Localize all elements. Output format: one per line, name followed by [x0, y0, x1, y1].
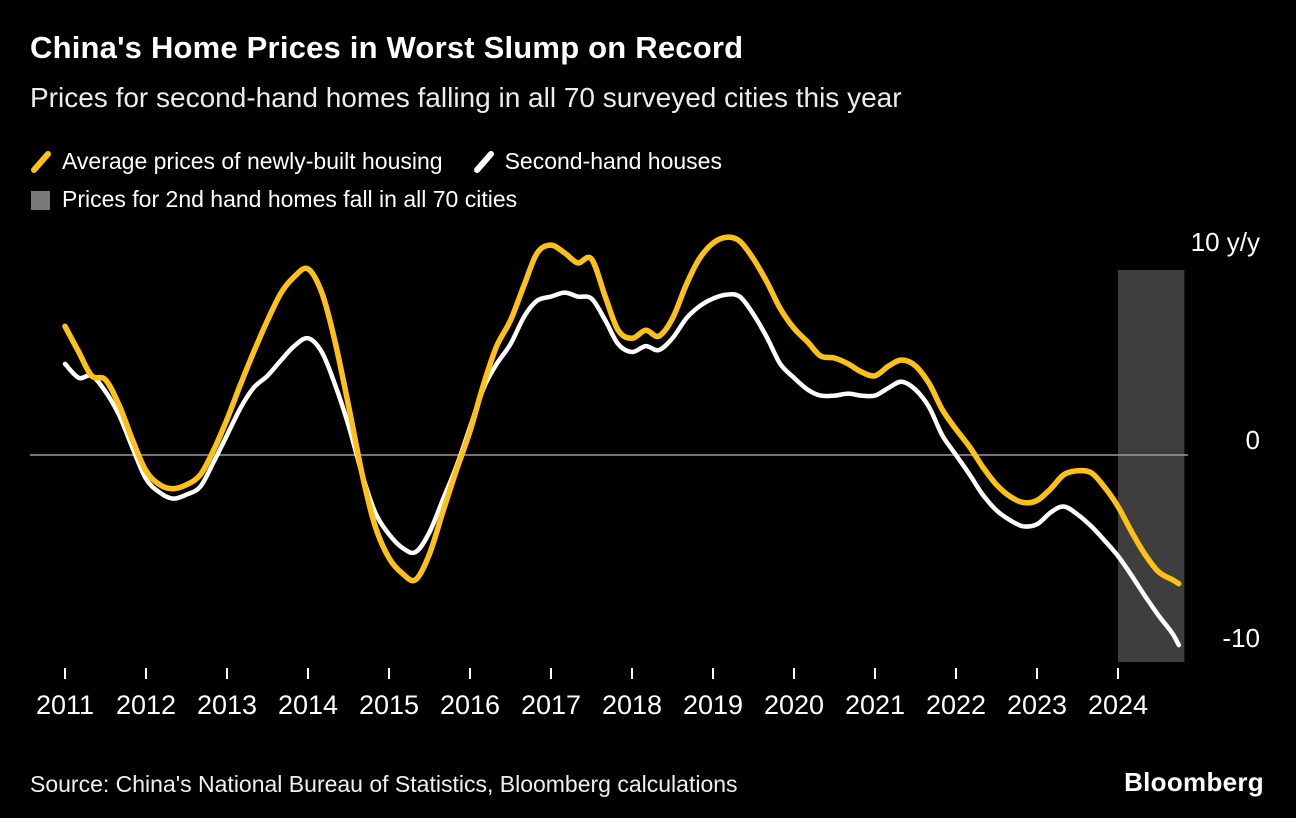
- x-axis-label: 2018: [602, 690, 662, 720]
- legend-label-shaded-region: Prices for 2nd hand homes fall in all 70…: [62, 186, 518, 212]
- legend-item-shaded-region: Prices for 2nd hand homes fall in all 70…: [30, 186, 517, 213]
- x-axis-label: 2012: [116, 690, 176, 720]
- y-axis-label: 0: [1246, 425, 1260, 455]
- shaded-region-70-cities: [1118, 270, 1185, 662]
- y-axis-label: -10: [1222, 623, 1260, 653]
- x-axis-label: 2011: [36, 690, 94, 720]
- yellow-line-swatch-icon: [31, 150, 51, 173]
- x-axis-label: 2024: [1088, 690, 1148, 720]
- x-axis-label: 2021: [845, 690, 905, 720]
- gray-square-icon: [31, 190, 50, 210]
- white-slash-icon: [473, 150, 494, 173]
- legend-label-second-hand: Second-hand houses: [504, 148, 722, 174]
- y-axis-label: 10 y/y: [1191, 227, 1260, 257]
- x-axis-label: 2020: [764, 690, 824, 720]
- source-note: Source: China's National Bureau of Stati…: [30, 771, 738, 797]
- x-axis-label: 2017: [521, 690, 581, 720]
- x-axis-label: 2013: [197, 690, 257, 720]
- legend-label-new-homes: Average prices of newly-built housing: [62, 148, 443, 174]
- bloomberg-logo: Bloomberg: [1124, 767, 1264, 797]
- yellow-slash-icon: [31, 150, 51, 173]
- x-axis-label: 2015: [359, 690, 419, 720]
- gray-square-swatch-icon: [31, 190, 50, 210]
- x-axis-label: 2023: [1007, 690, 1067, 720]
- series-line-newly-built: [62, 234, 1182, 587]
- page-title: China's Home Prices in Worst Slump on Re…: [30, 30, 744, 65]
- legend-item-new-homes: Average prices of newly-built housing: [30, 148, 443, 175]
- legend-item-second-hand: Second-hand houses: [473, 148, 722, 175]
- legend-row-1: Average prices of newly-built housing Se…: [30, 148, 722, 175]
- x-axis-label: 2016: [440, 690, 500, 720]
- page-subtitle: Prices for second-hand homes falling in …: [30, 82, 902, 113]
- x-axis-label: 2022: [926, 690, 986, 720]
- legend-row-2: Prices for 2nd hand homes fall in all 70…: [30, 186, 517, 213]
- x-axis-label: 2019: [683, 690, 743, 720]
- x-axis-label: 2014: [278, 690, 338, 720]
- white-line-swatch-icon: [473, 150, 494, 173]
- series-line-second-hand: [62, 290, 1182, 648]
